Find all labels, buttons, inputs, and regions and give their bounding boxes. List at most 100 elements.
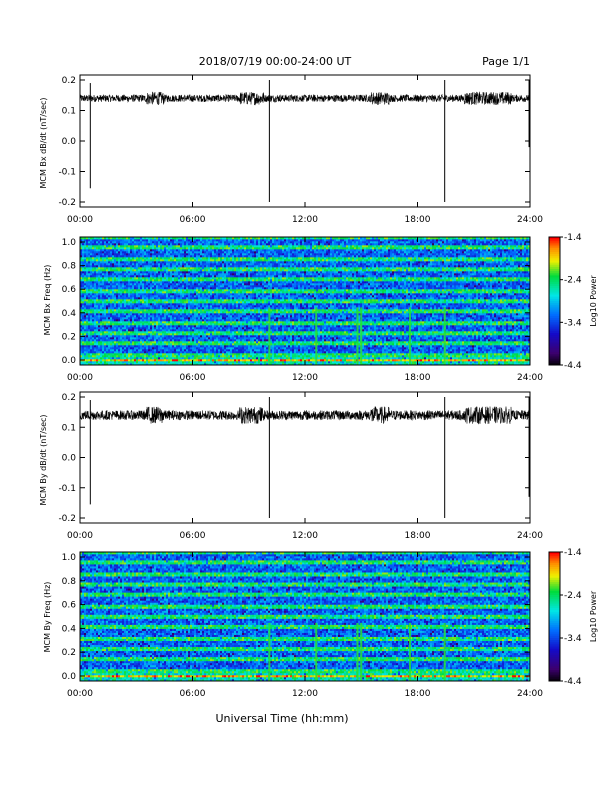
spectrogram-cell <box>496 349 499 352</box>
spectrogram-cell <box>326 345 329 348</box>
spectrogram-cell <box>160 349 163 352</box>
spectrogram-cell <box>216 349 219 352</box>
spectrogram-cell <box>472 353 475 356</box>
spectrogram-cell <box>324 321 327 324</box>
spectrogram-cell <box>472 343 475 346</box>
spectrogram-cell <box>270 345 273 348</box>
spectrogram-cell <box>182 325 185 328</box>
spectrogram-cell <box>496 345 499 348</box>
spectrogram-cell <box>396 337 399 340</box>
spectrogram-cell <box>412 337 415 340</box>
spectrogram-cell <box>184 361 187 364</box>
spectrogram-cell <box>404 353 407 356</box>
spectrogram-cell <box>172 341 175 344</box>
spectrogram-cell <box>156 349 159 352</box>
spectrogram-cell <box>446 339 449 342</box>
spectrogram-cell <box>430 349 433 352</box>
spectrogram-cell <box>90 323 93 326</box>
spectrogram-cell <box>256 347 259 350</box>
spectrogram-cell <box>354 327 357 330</box>
spectrogram-cell <box>138 349 141 352</box>
spectrogram-cell <box>238 353 241 356</box>
spectrogram-cell <box>320 349 323 352</box>
spectrogram-cell <box>292 343 295 346</box>
spectrogram-cell <box>418 329 421 332</box>
spectrogram-cell <box>142 323 145 326</box>
spectrogram-cell <box>366 325 369 328</box>
spectrogram-cell <box>464 321 467 324</box>
spectrogram-cell <box>526 343 529 346</box>
spectrogram-cell <box>374 331 377 334</box>
spectrogram-cell <box>104 333 107 336</box>
spectrogram-cell <box>210 335 213 338</box>
spectrogram-cell <box>258 341 261 344</box>
spectrogram-cell <box>430 327 433 330</box>
spectrogram-cell <box>172 347 175 350</box>
spectrogram-cell <box>378 359 381 362</box>
spectrogram-cell <box>272 341 275 344</box>
spectrogram-cell <box>226 325 229 328</box>
spectrogram-cell <box>330 327 333 330</box>
spectrogram-cell <box>354 321 357 324</box>
spectrogram-cell <box>510 337 513 340</box>
spectrogram-cell <box>96 337 99 340</box>
spectrogram-cell <box>282 343 285 346</box>
spectrogram-cell <box>344 355 347 358</box>
spectrogram-cell <box>238 347 241 350</box>
spectrogram-cell <box>498 339 501 342</box>
y-tick-label: -0.2 <box>58 198 76 208</box>
spectrogram-cell <box>386 329 389 332</box>
spectrogram-cell <box>102 339 105 342</box>
spectrogram-cell <box>188 363 191 366</box>
spectrogram-cell <box>166 349 169 352</box>
spectrogram-cell <box>362 353 365 356</box>
spectrogram-cell <box>484 359 487 362</box>
spectrogram-cell <box>128 361 131 364</box>
spectrogram-cell <box>300 353 303 356</box>
spectrogram-cell <box>406 351 409 354</box>
spectrogram-cell <box>410 325 413 328</box>
spectrogram-cell <box>352 359 355 362</box>
spectrogram-cell <box>184 327 187 330</box>
spectrogram-cell <box>94 353 97 356</box>
spectrogram-cell <box>184 333 187 336</box>
spectrogram-cell <box>410 363 413 366</box>
spectrogram-cell <box>232 357 235 360</box>
spectrogram-cell <box>244 357 247 360</box>
spectrogram-cell <box>412 325 415 328</box>
spectrogram-cell <box>334 343 337 346</box>
spectrogram-cell <box>370 327 373 330</box>
spectrogram-cell <box>482 355 485 358</box>
spectrogram-cell <box>522 343 525 346</box>
spectrogram-cell <box>526 351 529 354</box>
spectrogram-cell <box>210 345 213 348</box>
spectrogram-cell <box>240 363 243 366</box>
spectrogram-cell <box>522 321 525 324</box>
spectrogram-cell <box>98 353 101 356</box>
spectrogram-cell <box>450 333 453 336</box>
spectrogram-cell <box>394 345 397 348</box>
spectrogram-cell <box>160 343 163 346</box>
spectrogram-cell <box>466 339 469 342</box>
spectrogram-cell <box>292 331 295 334</box>
spectrogram-cell <box>252 349 255 352</box>
spectrogram-cell <box>458 355 461 358</box>
spectrogram-cell <box>362 321 365 324</box>
spectrogram-cell <box>292 339 295 342</box>
spectrogram-cell <box>372 329 375 332</box>
spectrogram-cell <box>290 323 293 326</box>
spectrogram-cell <box>490 335 493 338</box>
spectrogram-cell <box>244 323 247 326</box>
spectrogram-cell <box>108 357 111 360</box>
spectrogram-cell <box>390 331 393 334</box>
spectrogram-cell <box>236 341 239 344</box>
spectrogram-cell <box>398 329 401 332</box>
spectrogram-cell <box>272 357 275 360</box>
spectrogram-cell <box>264 323 267 326</box>
spectrogram-cell <box>468 361 471 364</box>
spectrogram-cell <box>422 361 425 364</box>
spectrogram-cell <box>406 331 409 334</box>
spectrogram-cell <box>200 333 203 336</box>
spectrogram-cell <box>142 327 145 330</box>
spectrogram-cell <box>164 341 167 344</box>
